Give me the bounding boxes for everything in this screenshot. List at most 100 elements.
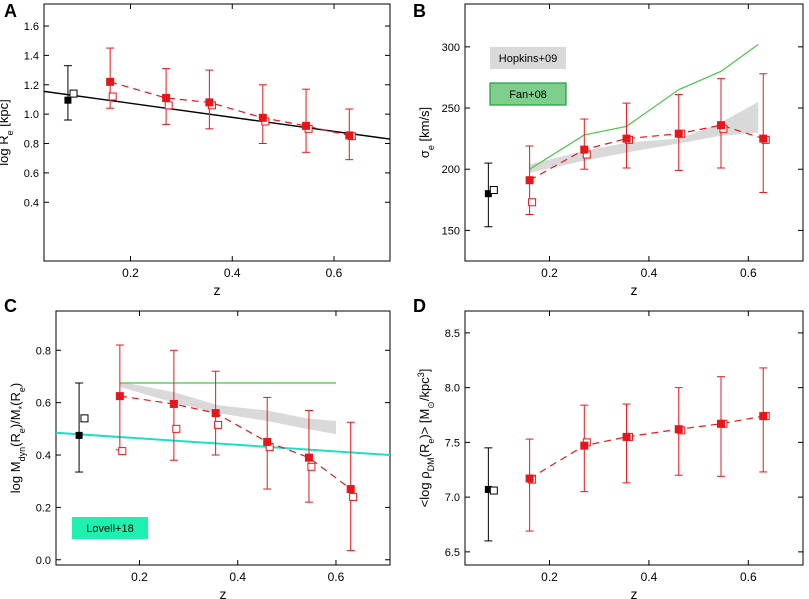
red-filled-point xyxy=(622,134,631,143)
panel-label-d: D xyxy=(413,296,426,316)
red-filled-point xyxy=(759,412,768,421)
x-tick-label: 0.4 xyxy=(229,570,246,584)
plot-frame-a xyxy=(43,3,391,262)
low-z-open-point xyxy=(80,414,89,423)
panel-label-b: B xyxy=(413,1,426,21)
x-tick-label: 0.4 xyxy=(641,266,658,280)
y-axis-label: <log ρDM(Re)> [M⊙/kpc3] xyxy=(416,369,436,508)
y-tick-label: 0.4 xyxy=(24,197,39,209)
y-axis-label-part: [kpc] xyxy=(0,99,11,130)
panel-b: B 0.2 0.4 0.6 150 200 250 300 z σe [km/s] Hopkins… xyxy=(413,1,804,298)
red-filled-point xyxy=(759,134,768,143)
y-tick-label: 7.5 xyxy=(445,437,460,449)
red-filled-point xyxy=(205,98,214,107)
low-z-point xyxy=(75,431,83,439)
y-axis-label-part: /kpc xyxy=(417,377,432,401)
red-dashed-line xyxy=(109,81,350,137)
y-axis-label-part: <log ρ xyxy=(417,471,432,507)
y-axis-label-part: log M xyxy=(8,461,23,493)
red-filled-point xyxy=(622,432,631,441)
x-tick-label: 0.4 xyxy=(224,266,241,280)
y-axis-label-part: )/M xyxy=(8,409,23,428)
y-axis-label-part: (R xyxy=(8,433,23,447)
y-tick-label: 0.0 xyxy=(36,555,51,567)
y-axis-label: log Mdyn(Re)/M*(Re) xyxy=(8,383,27,493)
low-z-open-point xyxy=(489,186,498,195)
y-axis-label-part: ⊙ xyxy=(426,401,436,409)
panel-label-c: C xyxy=(4,296,17,316)
y-tick-label: 1.0 xyxy=(24,109,39,121)
low-z-point xyxy=(484,190,492,198)
y-axis-label-part: log R xyxy=(0,135,11,165)
red-filled-point xyxy=(716,419,725,428)
red-filled-point xyxy=(580,441,589,450)
y-axis-label: log Re [kpc] xyxy=(0,99,15,165)
y-axis-label-part: e xyxy=(5,130,15,135)
x-tick-label: 0.2 xyxy=(541,266,558,280)
y-axis-label-part: ] xyxy=(417,369,432,373)
red-filled-point xyxy=(716,121,725,130)
red-filled-point xyxy=(169,399,178,408)
low-z-point xyxy=(484,485,492,493)
panel-label-a: A xyxy=(4,1,17,21)
plot-frame-b xyxy=(464,3,804,262)
y-tick-label: 1.6 xyxy=(24,21,39,33)
red-open-point xyxy=(172,424,181,433)
red-open-point xyxy=(118,447,127,456)
y-axis-label-part: (R xyxy=(8,392,23,406)
y-tick-label: 0.8 xyxy=(24,139,39,151)
x-tick-label: 0.6 xyxy=(740,266,757,280)
x-axis-label: z xyxy=(631,586,638,599)
y-axis-label-part: DM xyxy=(426,457,436,471)
red-filled-point xyxy=(580,145,589,154)
legend-box xyxy=(72,517,148,539)
y-axis-label-part: σ xyxy=(417,150,432,158)
red-filled-point xyxy=(258,113,267,122)
y-tick-label: 1.2 xyxy=(24,80,39,92)
red-filled-point xyxy=(302,121,311,130)
x-tick-label: 0.6 xyxy=(328,570,345,584)
red-open-point xyxy=(349,492,358,501)
y-tick-label: 0.6 xyxy=(24,168,39,180)
red-dashed-line xyxy=(119,395,352,490)
red-filled-point xyxy=(304,453,313,462)
x-tick-label: 0.6 xyxy=(326,266,343,280)
red-open-point xyxy=(528,198,537,207)
y-tick-label: 0.8 xyxy=(36,345,51,357)
x-tick-label: 0.2 xyxy=(122,266,139,280)
low-z-point xyxy=(64,96,72,104)
y-axis-label-part: [km/s] xyxy=(417,107,432,145)
y-axis-label-part: e xyxy=(426,439,436,444)
y-tick-label: 0.4 xyxy=(36,450,51,462)
low-z-open-point xyxy=(489,486,498,495)
y-axis-label-part: (R xyxy=(417,444,432,458)
y-axis-label-part: 3 xyxy=(416,372,426,377)
x-tick-label: 0.2 xyxy=(131,570,148,584)
red-filled-point xyxy=(525,474,534,483)
y-axis-label-part: dyn xyxy=(17,447,27,462)
model-line-green xyxy=(529,43,759,170)
red-filled-point xyxy=(674,425,683,434)
x-tick-label: 0.6 xyxy=(740,570,757,584)
red-filled-point xyxy=(115,392,124,401)
plot-frame-d xyxy=(464,310,804,566)
legend-label: Fan+08 xyxy=(509,89,547,101)
y-axis-label-part: e xyxy=(426,145,436,150)
x-axis-label: z xyxy=(214,282,221,298)
y-tick-label: 0.6 xyxy=(36,398,51,410)
y-axis-label-part: ) xyxy=(8,383,23,387)
red-open-point xyxy=(307,462,316,471)
red-filled-point xyxy=(211,409,220,418)
y-tick-label: 8.0 xyxy=(445,383,460,395)
red-filled-point xyxy=(674,129,683,138)
y-axis-label-part: * xyxy=(17,405,27,409)
legend-label: Lovell+18 xyxy=(86,523,133,535)
y-tick-label: 7.0 xyxy=(445,492,460,504)
red-dashed-line xyxy=(529,124,764,181)
x-tick-label: 0.2 xyxy=(541,570,558,584)
plot-frame-c xyxy=(55,310,391,566)
low-z-open-point xyxy=(69,89,78,98)
fit-line xyxy=(43,90,391,140)
